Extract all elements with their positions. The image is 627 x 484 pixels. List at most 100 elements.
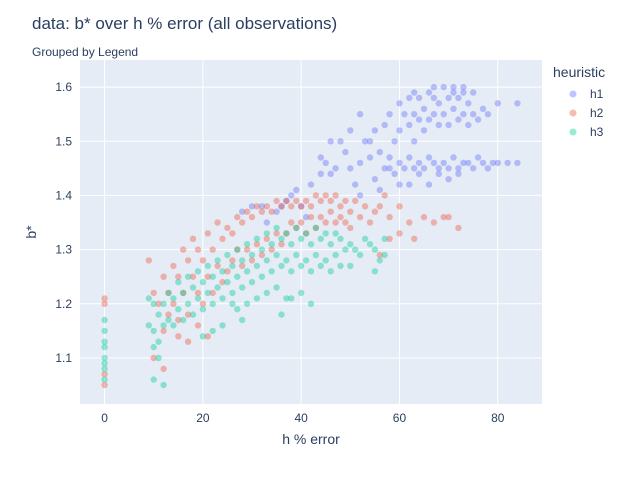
data-point-h2 xyxy=(224,268,231,275)
data-point-h1 xyxy=(396,159,403,167)
data-point-h1 xyxy=(356,159,364,167)
x-axis-label: h % error xyxy=(282,431,340,447)
data-point-h1 xyxy=(307,181,315,188)
data-point-h3 xyxy=(204,289,211,297)
data-point-h3 xyxy=(268,268,275,275)
data-point-h2 xyxy=(396,230,403,237)
data-point-h3 xyxy=(165,289,172,297)
data-point-h1 xyxy=(356,192,364,199)
data-point-h1 xyxy=(460,159,467,167)
data-point-h1 xyxy=(440,83,447,91)
data-point-h1 xyxy=(450,89,457,96)
data-point-h1 xyxy=(381,121,388,129)
data-point-h2 xyxy=(445,213,452,221)
data-point-h2 xyxy=(332,192,339,199)
data-point-h1 xyxy=(342,148,349,156)
data-point-h1 xyxy=(450,83,457,91)
data-point-h3 xyxy=(273,224,280,232)
data-point-h3 xyxy=(307,241,315,248)
x-tick-label: 20 xyxy=(196,411,210,425)
data-point-h3 xyxy=(263,230,270,237)
data-point-h1 xyxy=(317,170,324,177)
y-axis-label: b* xyxy=(23,225,39,239)
data-point-h3 xyxy=(322,230,329,237)
data-point-h2 xyxy=(298,219,305,226)
data-point-h1 xyxy=(445,176,452,183)
data-point-h3 xyxy=(283,257,290,264)
data-point-h3 xyxy=(248,278,256,286)
data-point-h1 xyxy=(396,100,403,107)
data-point-h3 xyxy=(175,306,182,313)
plot-area xyxy=(80,60,542,404)
x-tick-labels: 0 20 40 60 80 xyxy=(101,411,505,425)
data-point-h2 xyxy=(160,327,167,335)
legend-marker-h3 xyxy=(569,128,577,136)
data-point-h1 xyxy=(430,94,438,102)
data-point-h3 xyxy=(180,316,187,324)
data-point-h1 xyxy=(352,181,359,188)
data-point-h1 xyxy=(470,111,477,118)
data-point-h3 xyxy=(371,268,379,275)
data-point-h1 xyxy=(470,165,477,172)
data-point-h1 xyxy=(406,121,413,129)
x-tick-label: 60 xyxy=(393,411,407,425)
data-point-h3 xyxy=(288,268,295,275)
data-point-h3 xyxy=(273,251,280,259)
data-point-h2 xyxy=(239,262,246,270)
data-point-h1 xyxy=(494,159,501,167)
y-tick-labels: 1.1 1.2 1.3 1.4 1.5 1.6 xyxy=(55,80,72,365)
data-point-h2 xyxy=(170,262,177,270)
data-point-h2 xyxy=(302,197,310,205)
data-point-h1 xyxy=(248,203,256,210)
data-point-h2 xyxy=(278,241,285,248)
data-point-h2 xyxy=(361,203,369,210)
data-point-h1 xyxy=(406,181,413,188)
data-point-h2 xyxy=(376,251,383,259)
data-point-h1 xyxy=(337,138,344,145)
data-point-h1 xyxy=(406,154,413,161)
data-point-h3 xyxy=(194,295,202,302)
data-point-h2 xyxy=(268,246,275,253)
data-point-h3 xyxy=(101,376,108,383)
data-point-h1 xyxy=(366,138,374,145)
data-point-h1 xyxy=(322,159,329,167)
data-point-h1 xyxy=(391,138,398,145)
data-point-h2 xyxy=(219,235,226,242)
data-point-h3 xyxy=(253,235,261,242)
data-point-h1 xyxy=(396,181,403,188)
data-point-h2 xyxy=(406,219,413,226)
chart-title: data: b* over h % error (all observation… xyxy=(32,14,337,33)
data-point-h2 xyxy=(273,230,280,237)
data-point-h3 xyxy=(307,268,315,275)
data-point-h1 xyxy=(425,154,433,161)
data-point-h1 xyxy=(455,170,462,177)
data-point-h1 xyxy=(356,111,364,118)
data-point-h2 xyxy=(248,257,256,264)
data-point-h2 xyxy=(327,208,334,215)
data-point-h2 xyxy=(248,213,256,221)
data-point-h1 xyxy=(317,154,324,161)
legend-marker-h2 xyxy=(569,109,577,117)
data-point-h2 xyxy=(170,300,177,307)
data-point-h3 xyxy=(239,257,246,264)
legend-marker-h1 xyxy=(569,90,577,98)
data-point-h3 xyxy=(150,300,157,307)
data-point-h2 xyxy=(263,203,270,210)
data-point-h2 xyxy=(312,192,320,199)
data-point-h2 xyxy=(101,371,108,378)
data-point-h2 xyxy=(376,203,383,210)
data-point-h1 xyxy=(293,186,300,194)
data-point-h2 xyxy=(175,273,182,280)
data-point-h3 xyxy=(298,262,305,270)
data-point-h3 xyxy=(101,354,108,362)
data-point-h1 xyxy=(386,154,393,161)
data-point-h1 xyxy=(445,94,452,102)
data-point-h2 xyxy=(234,213,241,221)
data-point-h1 xyxy=(273,208,280,215)
data-point-h3 xyxy=(189,284,197,291)
data-point-h2 xyxy=(352,197,359,205)
data-point-h3 xyxy=(209,273,216,280)
data-point-h2 xyxy=(440,213,447,221)
data-point-h1 xyxy=(445,165,452,172)
data-point-h3 xyxy=(199,278,207,286)
